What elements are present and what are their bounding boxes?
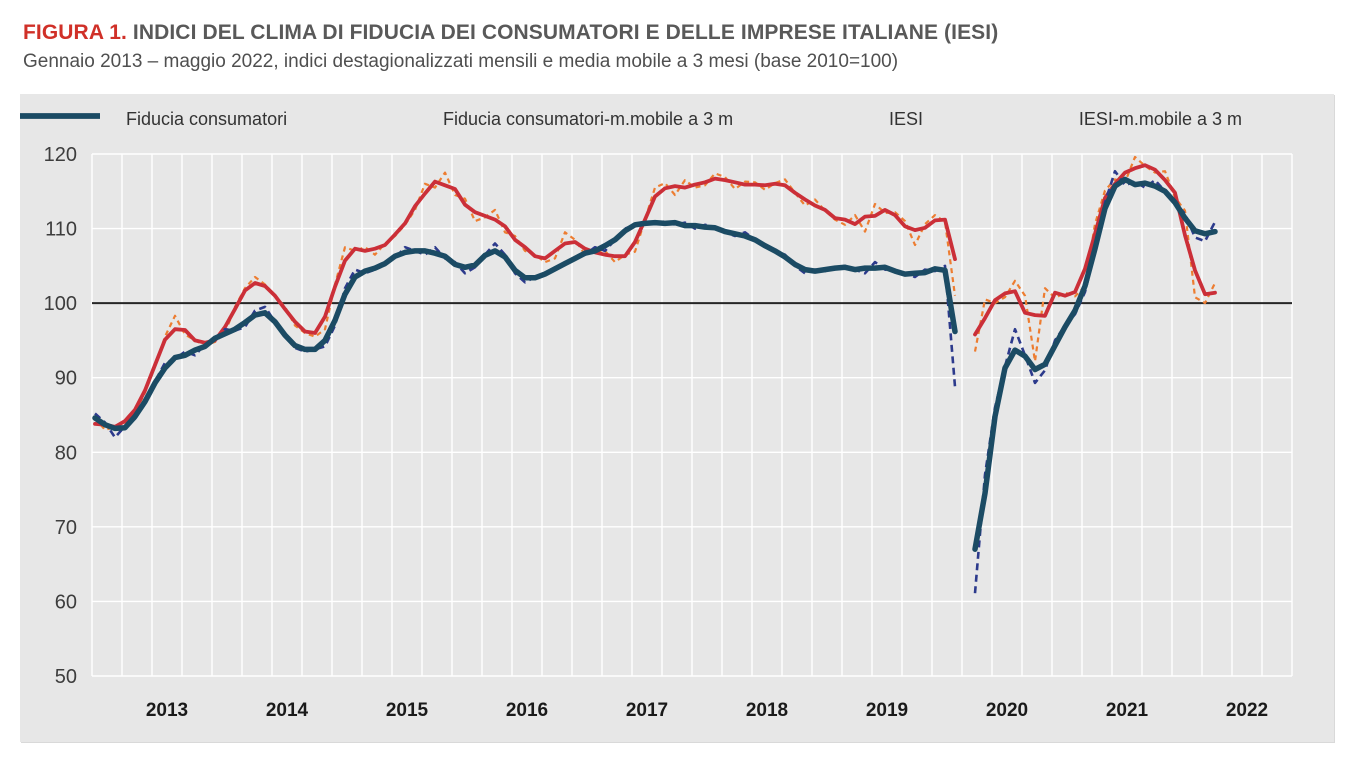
x-tick-label: 2022 <box>1226 700 1268 721</box>
x-axis-labels: 2013 2014 2015 2016 2017 2018 2019 2020 2021 2022 <box>146 700 1268 721</box>
series-line-iesi-m-mobile-a-3-m <box>92 176 1218 552</box>
figure-label: FIGURA 1. <box>23 21 127 44</box>
legend-label: IESI <box>889 109 924 129</box>
figure-subtitle: Gennaio 2013 – maggio 2022, indici desta… <box>23 51 899 72</box>
series-lines <box>92 155 1218 594</box>
figure-page: FIGURA 1. INDICI DEL CLIMA DI FIDUCIA DE… <box>20 17 1365 742</box>
x-tick-label: 2020 <box>986 700 1028 721</box>
x-tick-label: 2014 <box>266 700 309 721</box>
y-tick-label: 60 <box>55 591 77 613</box>
series-line-fiducia-consumatori-m-mobile-a-3-m <box>93 163 1217 429</box>
legend-item-iesi-m-mobile-a-3-m: IESI-m.mobile a 3 m <box>20 109 1242 130</box>
y-tick-label: 50 <box>55 666 77 688</box>
y-tick-label: 110 <box>45 219 77 241</box>
legend-label: Fiducia consumatori-m.mobile a 3 m <box>442 109 734 129</box>
series-line-iesi <box>94 169 1217 594</box>
x-tick-label: 2013 <box>146 700 188 721</box>
x-tick-label: 2016 <box>506 700 548 721</box>
x-tick-label: 2021 <box>1106 700 1149 721</box>
chart-panel: Fiducia consumatori Fiducia consumatori-m… <box>20 94 1334 742</box>
y-tick-label: 70 <box>55 517 77 539</box>
legend-label: IESI-m.mobile a 3 m <box>1078 109 1242 129</box>
legend-label: Fiducia consumatori <box>126 109 288 129</box>
y-axis-labels: 50 60 70 80 90 100 110 120 <box>44 144 77 688</box>
y-tick-label: 120 <box>44 144 77 166</box>
x-tick-label: 2015 <box>386 700 429 721</box>
y-tick-label: 80 <box>55 442 77 464</box>
x-tick-label: 2019 <box>866 700 908 721</box>
legend-swatch-solid-line <box>20 113 100 119</box>
vertical-gridlines <box>91 154 1293 676</box>
x-tick-label: 2017 <box>626 700 668 721</box>
chart-legend: Fiducia consumatori Fiducia consumatori-m… <box>20 109 1334 130</box>
figure-title-row: FIGURA 1. INDICI DEL CLIMA DI FIDUCIA DE… <box>23 17 1365 48</box>
figure-title: INDICI DEL CLIMA DI FIDUCIA DEI CONSUMAT… <box>132 21 999 44</box>
x-tick-label: 2018 <box>746 700 788 721</box>
y-tick-label: 90 <box>55 368 77 390</box>
y-tick-label: 100 <box>44 293 77 315</box>
legend-item-fiducia-consumatori-m-mobile-a-3-m: Fiducia consumatori-m.mobile a 3 m <box>20 109 734 130</box>
legend-item-fiducia-consumatori: Fiducia consumatori <box>20 109 288 130</box>
legend-item-iesi: IESI <box>20 109 924 130</box>
